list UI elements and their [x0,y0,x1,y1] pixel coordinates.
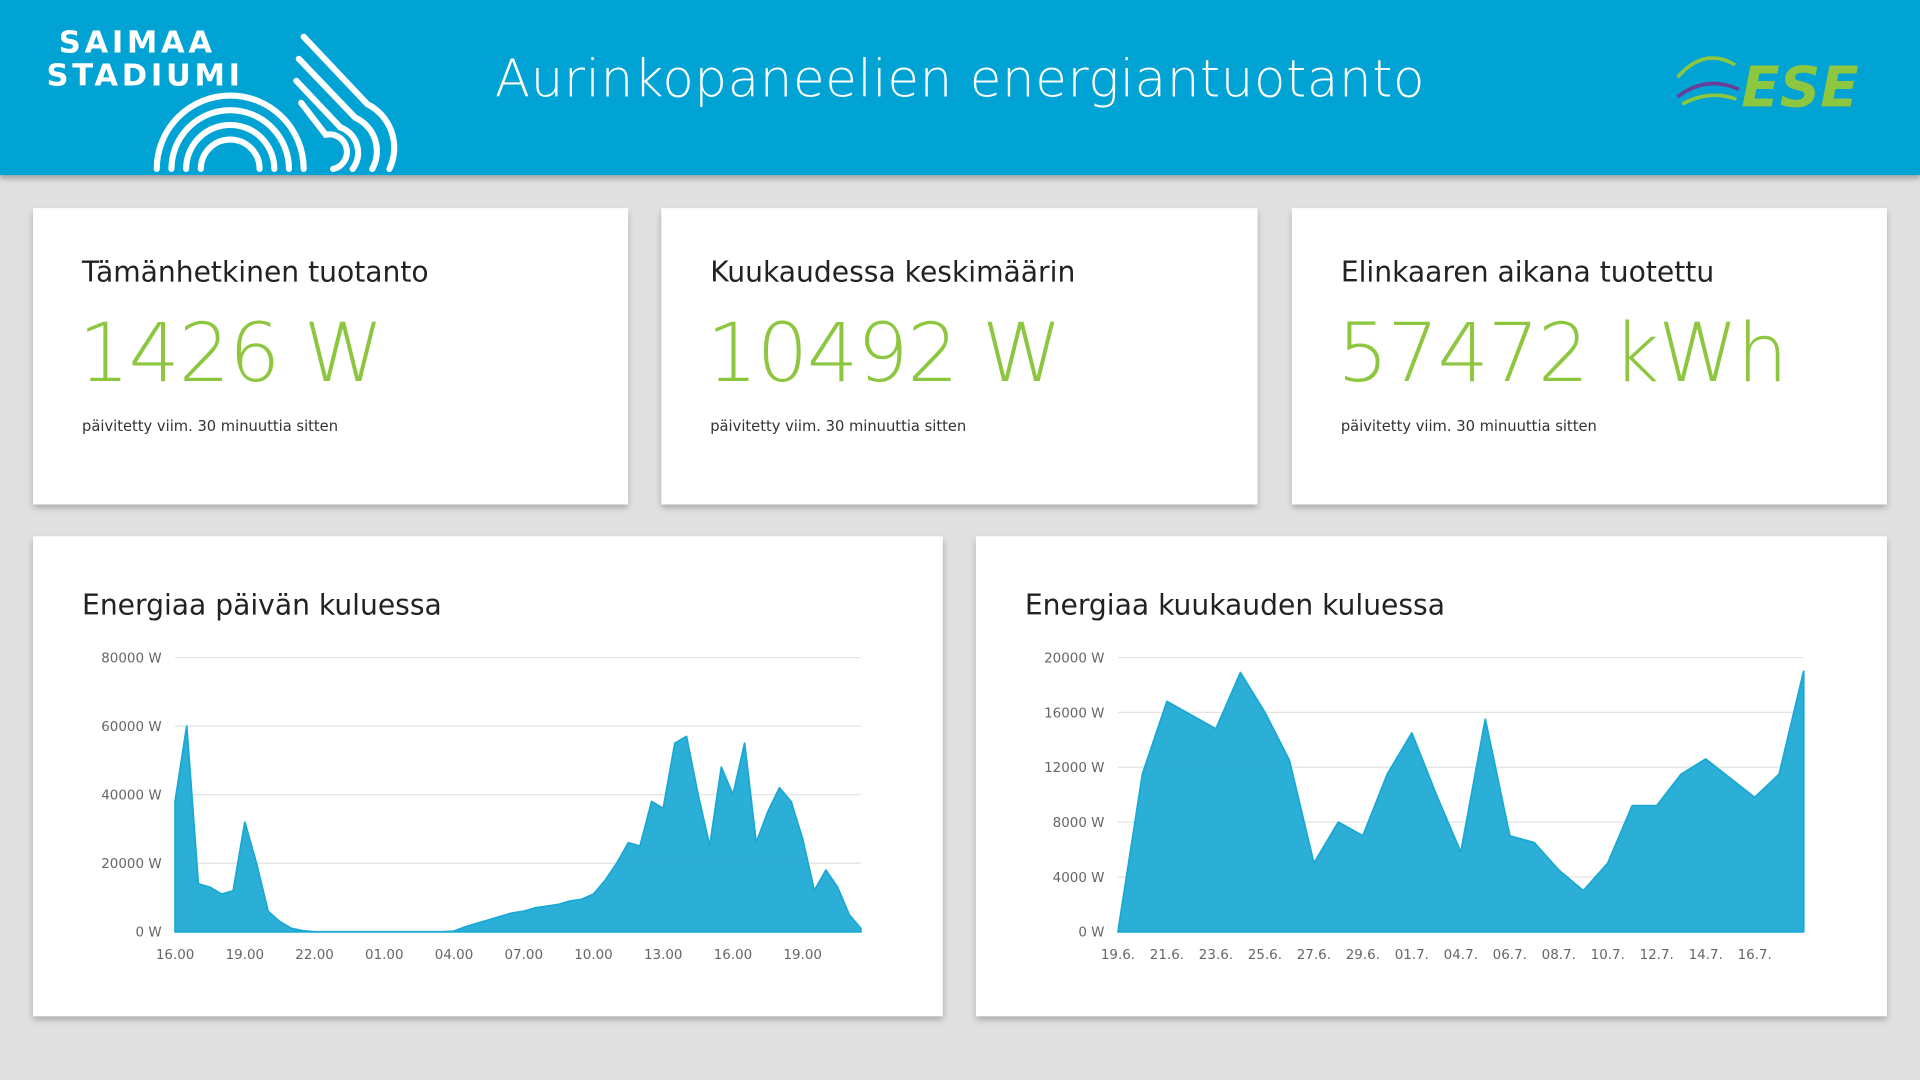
logo-text: STADIUMI [46,57,244,94]
x-tick-label: 12.7. [1640,948,1674,963]
x-tick-label: 10.7. [1591,948,1625,963]
y-tick-label: 0 W [1078,926,1104,941]
chart: Energiaa kuukauden kuluessa 0 W 4000 W 8000… [1025,589,1805,963]
x-tick-label: 16.00 [714,948,753,963]
x-tick-label: 13.00 [644,948,683,963]
x-tick-label: 19.00 [226,948,265,963]
card-value: 57472 kWh [1337,306,1788,401]
chart-card: Energiaa päivän kuluessa 0 W 20000 W 40000 … [33,536,943,1017]
logo-text: SAIMAA [58,24,216,61]
x-tick-label: 23.6. [1199,948,1233,963]
stat-card: Tämänhetkinen tuotanto 1426 W päivitetty… [33,208,629,505]
header-title: Aurinkopaneelien energiantuotanto [494,48,1426,109]
y-tick-label: 20000 W [1044,651,1104,666]
stat-card: Kuukaudessa keskimäärin 10492 W päivitet… [661,208,1258,505]
card-value: 1426 W [78,306,383,401]
area [174,725,862,933]
card-note: päivitetty viim. 30 minuuttia sitten [710,417,967,435]
card-value: 10492 W [706,306,1062,401]
card-note: päivitetty viim. 30 minuuttia sitten [82,417,339,435]
x-tick-label: 01.7. [1395,948,1429,963]
y-tick-label: 12000 W [1044,761,1104,776]
x-tick-label: 27.6. [1297,948,1331,963]
x-tick-label: 01.00 [365,948,404,963]
y-tick-label: 0 W [135,926,161,941]
chart-title: Energiaa päivän kuluessa [82,589,442,622]
ese-text: ESE [1741,56,1858,121]
y-tick-label: 16000 W [1044,706,1104,721]
chart: Energiaa päivän kuluessa 0 W 20000 W 40000 … [82,589,862,963]
area [1117,670,1805,933]
chart-title: Energiaa kuukauden kuluessa [1025,589,1445,622]
x-tick-label: 06.7. [1493,948,1527,963]
chart-card: Energiaa kuukauden kuluessa 0 W 4000 W 8000… [975,536,1887,1017]
x-tick-label: 21.6. [1150,948,1184,963]
y-tick-label: 60000 W [101,720,161,735]
y-tick-label: 80000 W [101,651,161,666]
x-tick-label: 25.6. [1248,948,1282,963]
ese-logo: ESE [1673,56,1859,121]
x-tick-label: 08.7. [1542,948,1576,963]
x-tick-label: 16.7. [1738,948,1772,963]
stat-card: Elinkaaren aikana tuotettu 57472 kWh päi… [1291,208,1887,505]
y-tick-label: 20000 W [101,857,161,872]
x-tick-label: 22.00 [295,948,334,963]
y-tick-label: 40000 W [101,789,161,804]
y-tick-label: 4000 W [1053,871,1105,886]
x-tick-label: 04.7. [1444,948,1478,963]
x-tick-label: 10.00 [574,948,613,963]
card-title: Elinkaaren aikana tuotettu [1340,257,1715,289]
y-tick-label: 8000 W [1053,816,1105,831]
card-title: Kuukaudessa keskimäärin [710,257,1076,289]
x-tick-label: 04.00 [435,948,474,963]
x-tick-label: 29.6. [1346,948,1380,963]
card-title: Tämänhetkinen tuotanto [82,257,429,289]
card-note: päivitetty viim. 30 minuuttia sitten [1340,417,1597,435]
x-tick-label: 19.00 [783,948,822,963]
x-tick-label: 07.00 [505,948,544,963]
x-tick-label: 16.00 [156,948,195,963]
x-tick-label: 19.6. [1101,948,1135,963]
logo-arcs [153,33,398,173]
x-tick-label: 14.7. [1689,948,1723,963]
header: SAIMAA STADIUMI Aurinkopaneelien energia… [0,0,1920,176]
